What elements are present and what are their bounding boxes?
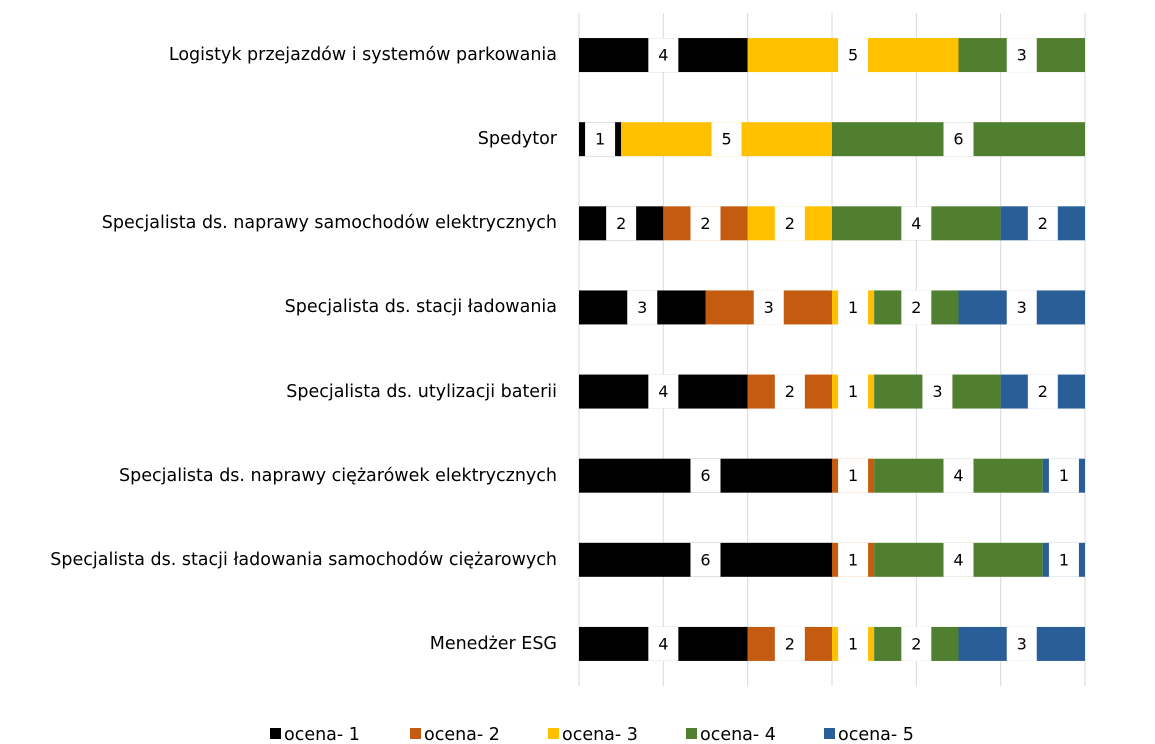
data-label: 3 [1017, 298, 1027, 317]
legend-swatch [548, 728, 559, 739]
data-label-box [606, 206, 637, 241]
legend-label: ocena- 1 [284, 725, 360, 744]
y-tick-label: Menedżer ESG [429, 633, 557, 654]
data-label: 1 [848, 550, 858, 569]
data-label-box [774, 206, 805, 241]
data-label-box [585, 122, 616, 157]
data-label-box [1006, 290, 1037, 325]
data-label-box [1027, 374, 1058, 409]
data-label: 2 [1038, 214, 1048, 233]
data-label-box [1048, 542, 1079, 577]
data-label-box [774, 626, 805, 661]
y-tick-label: Specjalista ds. stacji ładowania samocho… [50, 549, 557, 570]
legend-swatch [410, 728, 421, 739]
data-label: 3 [1017, 634, 1027, 653]
data-label-box [901, 290, 932, 325]
data-label: 5 [848, 46, 858, 65]
legend-label: ocena- 2 [424, 725, 500, 744]
legend-item: ocena- 5 [824, 724, 914, 744]
data-label-box [648, 38, 679, 73]
data-label: 4 [658, 382, 668, 401]
data-label-box [943, 542, 974, 577]
data-label: 2 [785, 382, 795, 401]
data-label: 4 [953, 550, 963, 569]
data-label-box [901, 206, 932, 241]
data-label: 1 [1059, 550, 1069, 569]
legend-item: ocena- 1 [270, 724, 360, 744]
legend-label: ocena- 3 [562, 725, 638, 744]
legend-label: ocena- 5 [838, 725, 914, 744]
y-tick-label: Specjalista ds. stacji ładowania [284, 297, 557, 318]
data-label: 3 [932, 382, 942, 401]
data-label: 2 [911, 634, 921, 653]
y-tick-label: Specjalista ds. naprawy samochodów elekt… [101, 213, 557, 234]
legend-item: ocena- 3 [548, 724, 638, 744]
legend-item: ocena- 2 [410, 724, 500, 744]
data-label: 1 [1059, 466, 1069, 485]
data-label: 4 [953, 466, 963, 485]
data-label: 1 [848, 298, 858, 317]
data-label: 3 [637, 298, 647, 317]
data-label: 6 [953, 130, 963, 149]
legend-item: ocena- 4 [686, 724, 776, 744]
data-label: 2 [785, 214, 795, 233]
data-label-box [838, 374, 869, 409]
data-label: 1 [848, 382, 858, 401]
data-label-box [901, 626, 932, 661]
data-label-box [838, 458, 869, 493]
data-label: 1 [595, 130, 605, 149]
data-label-box [838, 626, 869, 661]
data-label-box [838, 542, 869, 577]
data-label-box [1006, 626, 1037, 661]
data-label-box [838, 290, 869, 325]
data-label-box [753, 290, 784, 325]
y-tick-label: Specjalista ds. utylizacji baterii [286, 381, 557, 402]
data-label-box [648, 626, 679, 661]
data-label-box [690, 542, 721, 577]
data-label: 2 [700, 214, 710, 233]
data-label-box [1006, 38, 1037, 73]
data-label-box [690, 206, 721, 241]
data-label: 5 [721, 130, 731, 149]
data-label: 1 [848, 466, 858, 485]
y-tick-label: Specjalista ds. naprawy ciężarówek elekt… [119, 465, 557, 486]
legend-swatch [824, 728, 835, 739]
data-label: 2 [911, 298, 921, 317]
data-label: 2 [1038, 382, 1048, 401]
data-label: 4 [658, 46, 668, 65]
data-label: 6 [700, 550, 710, 569]
data-label-box [648, 374, 679, 409]
data-label-box [711, 122, 742, 157]
data-label: 3 [1017, 46, 1027, 65]
data-label: 4 [658, 634, 668, 653]
data-label: 3 [764, 298, 774, 317]
data-label: 2 [785, 634, 795, 653]
data-label-box [943, 458, 974, 493]
legend-swatch [270, 728, 281, 739]
data-label: 4 [911, 214, 921, 233]
data-label-box [627, 290, 658, 325]
data-label-box [922, 374, 953, 409]
data-label-box [1048, 458, 1079, 493]
data-label: 1 [848, 634, 858, 653]
data-label-box [1027, 206, 1058, 241]
legend-swatch [686, 728, 697, 739]
data-label-box [774, 374, 805, 409]
data-label-box [838, 38, 869, 73]
data-label: 2 [616, 214, 626, 233]
data-label-box [943, 122, 974, 157]
y-tick-label: Logistyk przejazdów i systemów parkowani… [168, 45, 557, 66]
data-label: 6 [700, 466, 710, 485]
y-tick-label: Spedytor [477, 129, 557, 150]
legend-label: ocena- 4 [700, 725, 776, 744]
data-label-box [690, 458, 721, 493]
